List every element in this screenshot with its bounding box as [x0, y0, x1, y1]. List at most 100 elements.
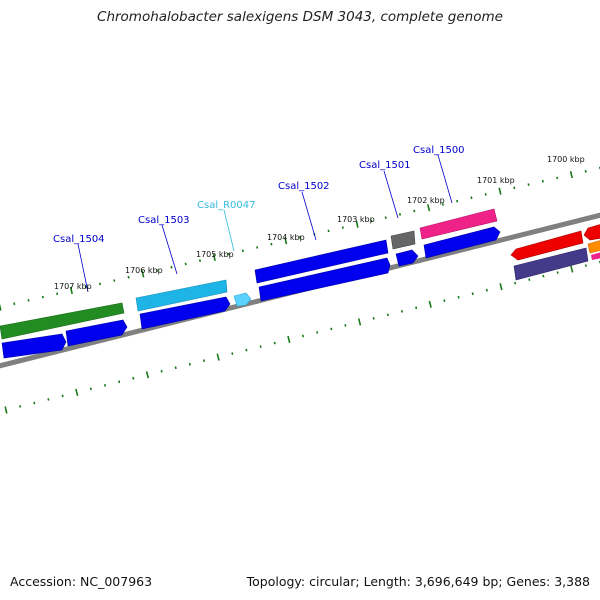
- inner-tick-mark: [61, 394, 64, 398]
- gene-arrow-pink-small[interactable]: [591, 252, 600, 260]
- inner-tick-mark: [372, 316, 375, 320]
- outer-tick-mark: [341, 226, 344, 229]
- outer-tick-mark: [327, 229, 330, 233]
- gene-arrow-red-1[interactable]: [510, 230, 584, 261]
- gene-arrow-csal-r0047[interactable]: [233, 292, 252, 307]
- outer-tick-mark: [427, 204, 431, 212]
- inner-tick-mark: [542, 274, 545, 278]
- outer-tick-mark: [398, 212, 402, 216]
- leader-line-csal-1502: [301, 191, 317, 241]
- outer-tick-mark: [41, 295, 44, 299]
- outer-tick-mark: [355, 220, 359, 228]
- outer-tick-mark: [569, 171, 573, 179]
- outer-tick-mark: [98, 282, 102, 286]
- outer-tick-mark: [456, 199, 459, 203]
- outer-tick-mark: [113, 279, 116, 282]
- accession-text: Accession: NC_007963: [10, 574, 153, 589]
- kbp-label-1707: 1707 kbp: [54, 282, 92, 291]
- inner-tick-mark: [316, 331, 319, 334]
- outer-tick-mark: [170, 265, 173, 269]
- gene-arrow-blue-6[interactable]: [423, 226, 501, 259]
- outer-tick-mark: [556, 176, 559, 180]
- topology-info: Topology: circular; Length: 3,696,649 bp…: [246, 574, 590, 589]
- outer-tick-mark: [256, 246, 259, 249]
- gene-arrow-blue-1[interactable]: [1, 333, 67, 359]
- outer-tick-mark: [241, 249, 244, 253]
- inner-tick-mark: [245, 348, 248, 352]
- gene-label-csal-1500: Csal_1500: [413, 145, 465, 156]
- leader-line-csal-1501: [383, 170, 399, 219]
- outer-tick-mark: [298, 236, 302, 239]
- gene-label-csal-1503: Csal_1503: [138, 215, 190, 226]
- inner-tick-mark: [330, 327, 333, 331]
- inner-tick-mark: [75, 388, 79, 396]
- gene-arrow-blue-5[interactable]: [395, 249, 419, 267]
- kbp-label-1705: 1705 kbp: [196, 250, 234, 259]
- inner-tick-mark: [287, 335, 291, 344]
- outer-tick-mark: [527, 183, 530, 186]
- outer-tick-mark: [13, 302, 16, 306]
- gene-arrow-navy-1[interactable]: [513, 247, 589, 281]
- inner-tick-mark: [47, 398, 50, 401]
- outer-tick-ring: [0, 166, 600, 311]
- outer-tick-mark: [384, 216, 387, 220]
- outer-tick-mark: [127, 275, 130, 279]
- outer-tick-mark: [584, 169, 587, 173]
- inner-tick-mark: [103, 383, 107, 387]
- outer-tick-mark: [184, 262, 187, 266]
- gene-arrow-blue-3[interactable]: [139, 296, 231, 330]
- inner-tick-mark: [301, 334, 305, 338]
- outer-tick-mark: [56, 292, 59, 296]
- outer-tick-mark: [484, 193, 487, 196]
- inner-tick-mark: [400, 309, 404, 313]
- inner-tick-mark: [132, 376, 135, 380]
- inner-tick-mark: [19, 405, 22, 408]
- gene-arrow-csal-1501[interactable]: [390, 230, 416, 250]
- outer-tick-mark: [413, 209, 416, 213]
- outer-tick-mark: [498, 187, 502, 195]
- inner-tick-mark: [231, 352, 234, 356]
- gene-arrow-csal-1500[interactable]: [419, 208, 498, 240]
- gene-label-csal-1504: Csal_1504: [53, 234, 105, 245]
- kbp-label-1706: 1706 kbp: [125, 266, 163, 275]
- outer-tick-mark: [27, 299, 30, 302]
- inner-tick-mark: [33, 401, 36, 405]
- inner-tick-mark: [344, 324, 347, 327]
- outer-tick-mark: [69, 286, 73, 295]
- inner-tick-mark: [528, 278, 531, 282]
- outer-tick-mark: [0, 303, 2, 311]
- outer-tick-mark: [141, 270, 145, 278]
- inner-tick-mark: [273, 341, 276, 345]
- gene-arrow-csal-1502[interactable]: [254, 239, 389, 284]
- leader-line-csal-1503: [161, 224, 178, 275]
- inner-tick-mark: [556, 271, 559, 274]
- gene-arrow-csal-1504[interactable]: [0, 302, 125, 340]
- inner-tick-mark: [514, 281, 517, 285]
- kbp-label-1701: 1701 kbp: [477, 176, 515, 185]
- map-title: Chromohalobacter salexigens DSM 3043, co…: [97, 9, 503, 25]
- inner-tick-mark: [174, 366, 177, 370]
- inner-tick-mark: [188, 362, 191, 366]
- inner-tick-ring: [4, 260, 600, 414]
- kbp-label-1702: 1702 kbp: [407, 196, 445, 205]
- gene-arrow-orange-1[interactable]: [587, 240, 600, 254]
- inner-tick-mark: [415, 306, 418, 310]
- inner-tick-mark: [202, 359, 206, 363]
- gene-arrow-blue-2[interactable]: [65, 319, 128, 347]
- outer-tick-mark: [270, 242, 273, 246]
- inner-tick-mark: [428, 300, 432, 308]
- inner-tick-mark: [457, 295, 460, 299]
- inner-tick-mark: [145, 371, 150, 379]
- inner-tick-mark: [216, 353, 220, 361]
- gene-arrow-blue-4[interactable]: [258, 257, 391, 302]
- inner-tick-mark: [471, 292, 474, 296]
- inner-tick-mark: [584, 264, 587, 267]
- outer-tick-mark: [84, 285, 87, 289]
- gene-arrow-csal-1503[interactable]: [135, 279, 228, 312]
- inner-tick-mark: [499, 283, 503, 291]
- outer-tick-mark: [370, 219, 373, 223]
- inner-tick-mark: [386, 313, 389, 317]
- gene-arrow-red-2[interactable]: [583, 224, 600, 241]
- outer-tick-mark: [156, 269, 159, 272]
- inner-tick-mark: [89, 387, 92, 391]
